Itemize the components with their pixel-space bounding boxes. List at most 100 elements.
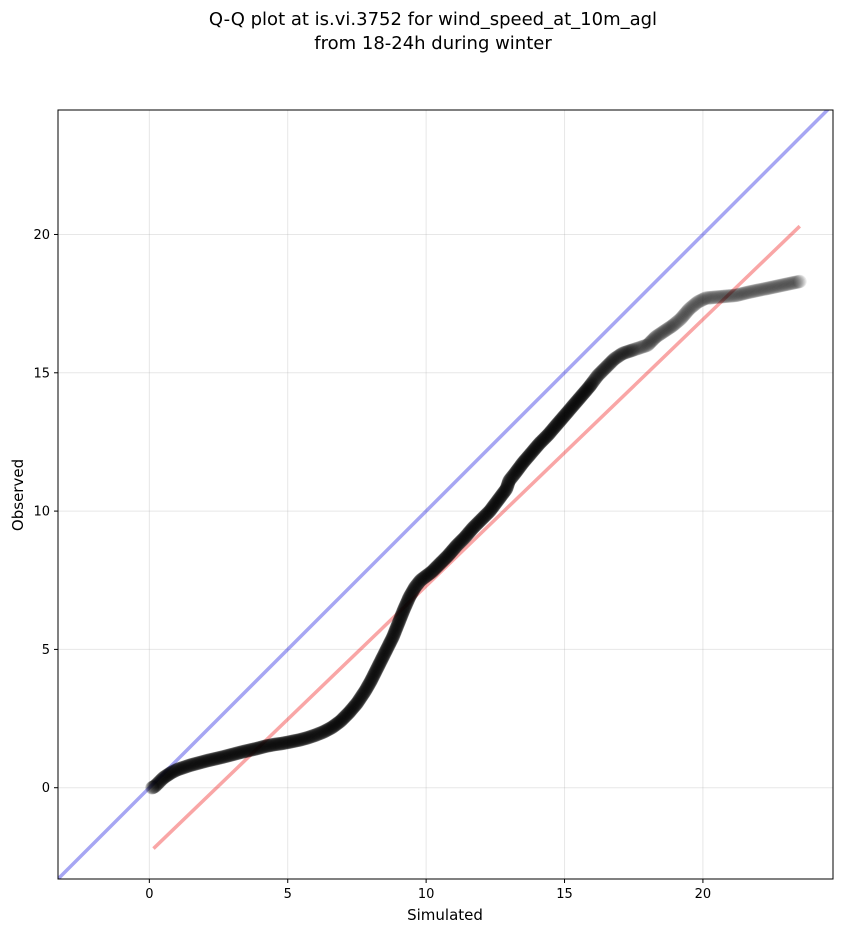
data-point [203, 753, 217, 767]
data-point [417, 570, 432, 585]
data-point [369, 663, 384, 677]
data-point [554, 412, 569, 426]
data-point [382, 637, 396, 652]
data-point [660, 322, 675, 337]
data-point [567, 397, 582, 412]
chart-title: Q-Q plot at is.vi.3752 for wind_speed_at… [209, 9, 657, 30]
data-point [509, 464, 524, 478]
data-point [598, 361, 613, 375]
data-point [559, 407, 573, 421]
y-tick-label: 10 [33, 505, 50, 520]
data-point [449, 538, 464, 553]
data-point [290, 733, 305, 748]
data-point [625, 343, 639, 358]
data-point [588, 371, 603, 386]
x-tick-label: 20 [695, 887, 712, 902]
data-point [577, 385, 591, 400]
data-point [573, 390, 588, 404]
data-point [631, 341, 645, 356]
data-point [780, 277, 794, 292]
data-point [572, 392, 586, 406]
data-point [507, 466, 522, 481]
data-point [657, 324, 671, 339]
data-points [145, 274, 807, 795]
data-point [186, 757, 201, 772]
data-point [352, 692, 367, 706]
data-point [655, 325, 669, 340]
data-point [687, 297, 702, 312]
data-point [359, 683, 373, 697]
data-point [489, 495, 504, 509]
data-point [171, 762, 185, 777]
data-point [380, 641, 395, 655]
data-point [238, 744, 253, 759]
data-point [522, 448, 536, 463]
data-point [489, 495, 503, 510]
data-point [367, 666, 382, 681]
data-point [151, 775, 166, 790]
data-point [464, 522, 479, 537]
data-point [377, 647, 391, 662]
data-point [769, 279, 784, 294]
data-point [531, 438, 545, 452]
data-point [391, 616, 406, 630]
data-point [487, 497, 502, 512]
data-point [723, 289, 737, 303]
data-point [384, 633, 399, 648]
data-point [231, 746, 246, 760]
data-point [410, 577, 425, 592]
x-tick-label: 15 [556, 887, 573, 902]
data-point [641, 337, 656, 352]
data-point [662, 321, 677, 335]
data-point [513, 459, 528, 474]
data-point [294, 732, 308, 747]
data-point [392, 615, 406, 629]
data-point [269, 737, 284, 752]
data-point [533, 435, 548, 450]
data-point [148, 778, 163, 793]
data-point [310, 727, 325, 742]
data-point [670, 315, 684, 329]
data-point [482, 505, 496, 519]
data-point [441, 548, 456, 563]
data-point [306, 729, 320, 743]
data-point [503, 471, 518, 486]
data-point [343, 704, 357, 719]
data-point [367, 667, 381, 682]
data-point [462, 525, 477, 539]
data-point [539, 429, 554, 444]
data-point [628, 342, 643, 356]
data-point [453, 534, 468, 549]
data-point [702, 290, 717, 305]
data-point [697, 291, 712, 306]
data-point [524, 446, 539, 460]
data-point [341, 706, 356, 720]
data-point [537, 431, 552, 446]
data-point [429, 561, 443, 575]
data-point [397, 601, 412, 615]
data-point [759, 281, 773, 296]
data-point [147, 779, 161, 794]
data-point [348, 698, 363, 712]
data-point [720, 289, 735, 303]
y-tick-label: 0 [42, 781, 50, 796]
data-point [372, 657, 386, 672]
data-point [541, 427, 556, 441]
y-tick-label: 20 [33, 228, 50, 243]
data-point [351, 694, 366, 709]
data-point [467, 520, 481, 534]
data-point [276, 736, 291, 751]
data-point [222, 748, 236, 763]
data-point [201, 753, 216, 768]
data-point [689, 296, 704, 310]
data-point [490, 494, 505, 508]
data-point [565, 400, 579, 414]
data-point [153, 774, 168, 788]
data-point [463, 524, 477, 539]
data-point [592, 367, 607, 381]
data-point [530, 439, 545, 453]
identity-line [58, 110, 830, 879]
data-point [314, 725, 329, 740]
data-point [476, 510, 490, 525]
data-point [576, 386, 591, 401]
